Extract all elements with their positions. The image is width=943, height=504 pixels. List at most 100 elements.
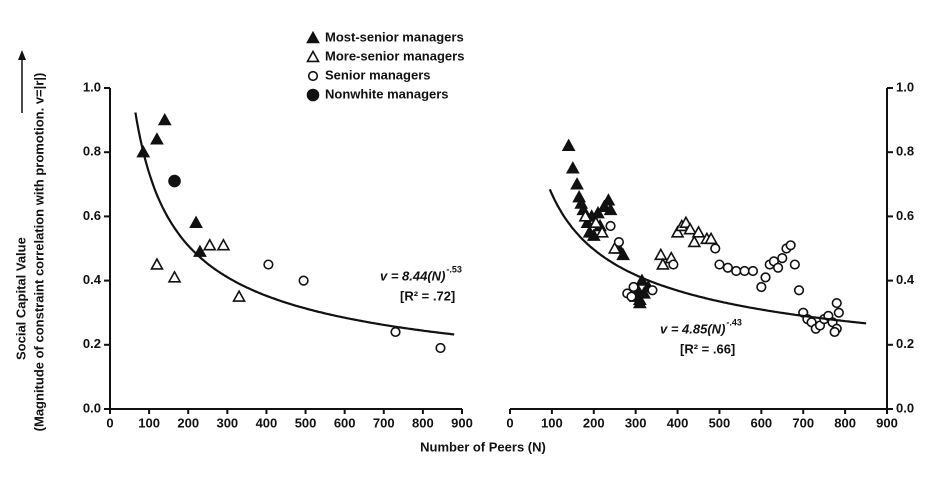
x-tick-label: 400: [256, 415, 278, 430]
point: [833, 307, 844, 318]
x-tick-label: 100: [541, 415, 563, 430]
point: [637, 286, 651, 299]
point: [653, 247, 668, 261]
point: [722, 262, 733, 273]
point: [789, 259, 800, 270]
y-label-arrowhead: [18, 50, 26, 60]
point: [232, 289, 246, 302]
point: [157, 112, 172, 126]
point: [607, 241, 622, 254]
point: [626, 291, 637, 302]
x-tick-label: 0: [106, 415, 113, 430]
x-tick-label: 700: [373, 415, 395, 430]
point: [668, 259, 679, 270]
x-tick-label: 300: [216, 415, 238, 430]
x-tick-label: 500: [709, 415, 731, 430]
point: [756, 281, 767, 293]
point: [656, 257, 670, 270]
point: [731, 265, 742, 277]
x-tick-label: 200: [177, 415, 199, 430]
point: [597, 199, 612, 212]
point: [150, 132, 164, 145]
point: [595, 225, 610, 238]
point: [570, 177, 584, 190]
fit-exponent: -.53: [446, 264, 462, 274]
x-tick-label: 600: [334, 415, 356, 430]
point: [714, 259, 725, 270]
y-tick-label: 0.6: [896, 208, 914, 223]
x-tick-label: 0: [506, 415, 513, 430]
point: [647, 285, 658, 296]
y-tick-label: 1.0: [83, 79, 101, 94]
y-tick-label: 0.8: [83, 144, 101, 159]
point: [691, 225, 706, 238]
point: [580, 215, 595, 229]
x-tick-label: 100: [138, 415, 160, 430]
point: [578, 209, 593, 222]
point: [785, 240, 796, 251]
legend-label: Most-senior managers: [325, 29, 464, 44]
legend-marker: [306, 30, 320, 44]
legend-label: Senior managers: [325, 67, 431, 82]
fit-curve: [134, 112, 455, 336]
point: [167, 270, 182, 283]
point: [589, 215, 603, 229]
point: [189, 215, 203, 229]
legend-marker: [306, 49, 320, 63]
fit-r2: [R² = .72]: [400, 288, 455, 303]
legend-marker: [307, 70, 319, 82]
x-tick-label: 400: [667, 415, 689, 430]
x-tick-label: 800: [412, 415, 434, 430]
point: [683, 222, 697, 235]
x-tick-label: 900: [876, 415, 898, 430]
y-tick-label: 0.0: [896, 400, 914, 415]
x-tick-label: 700: [792, 415, 814, 430]
point: [793, 285, 805, 296]
point: [435, 342, 446, 354]
x-tick-label: 200: [583, 415, 605, 430]
legend-label: More-senior managers: [325, 48, 464, 63]
point: [216, 238, 231, 251]
x-tick-label: 300: [625, 415, 647, 430]
legend-marker: [306, 88, 320, 102]
point: [202, 238, 217, 251]
point: [829, 326, 840, 338]
x-tick-label: 800: [834, 415, 856, 430]
fit-r2: [R² = .66]: [680, 341, 735, 356]
y-tick-label: 0.4: [896, 272, 915, 287]
point: [739, 265, 750, 277]
y-tick-label: 1.0: [896, 79, 914, 94]
point: [772, 262, 784, 273]
y-tick-label: 0.6: [83, 208, 101, 223]
point: [670, 225, 685, 238]
x-tick-label: 600: [750, 415, 772, 430]
point: [628, 281, 639, 293]
point: [616, 247, 630, 261]
y-tick-label: 0.4: [83, 272, 102, 287]
point: [561, 138, 576, 151]
point: [831, 297, 842, 309]
point: [710, 243, 721, 254]
point: [150, 257, 164, 270]
point: [613, 236, 625, 248]
y-tick-label: 0.2: [896, 336, 914, 351]
point: [687, 234, 702, 248]
point: [168, 174, 181, 188]
legend-label: Nonwhite managers: [325, 86, 449, 101]
point: [747, 265, 759, 277]
point: [632, 295, 647, 309]
point: [760, 272, 771, 283]
fit-curve: [548, 188, 867, 325]
point: [603, 202, 618, 216]
point: [565, 161, 580, 174]
point: [591, 206, 605, 219]
point: [298, 275, 309, 286]
point: [704, 231, 718, 245]
point: [777, 253, 788, 264]
x-tick-label: 500: [295, 415, 317, 430]
fit-equation: v = 4.85(N): [660, 321, 725, 336]
y-axis-label: (Magnitude of constraint correlation wit…: [31, 73, 46, 432]
point: [601, 193, 616, 206]
point: [263, 259, 274, 270]
